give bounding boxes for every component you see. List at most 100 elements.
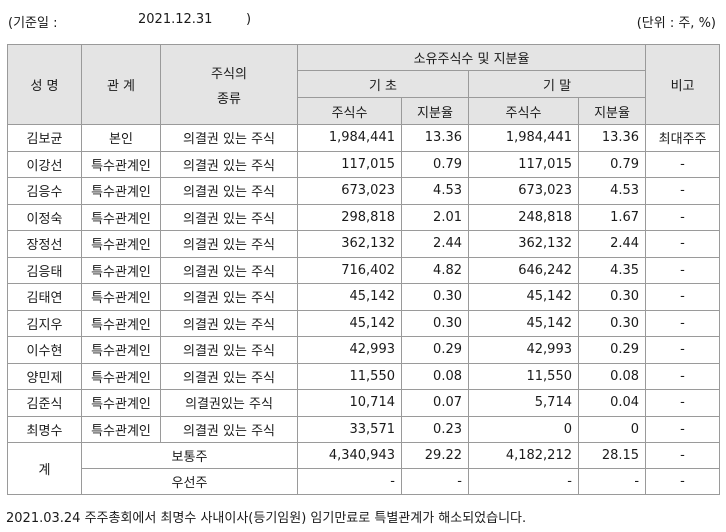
col-header-end: 기 말	[467, 70, 647, 98]
cell-begin-ratio: 0.79	[401, 150, 469, 178]
unit-label: (단위 : 주, %)	[636, 16, 716, 31]
cell-begin-shares: 42,993	[297, 336, 402, 364]
cell-begin-shares: 1,984,441	[297, 124, 402, 152]
total-common-end-shares: 4,182,212	[468, 442, 579, 469]
cell-relation: 특수관계인	[81, 415, 161, 443]
footnote: 2021.03.24 주주총회에서 최명수 사내이사(등기임원) 임기만료로 특…	[6, 511, 527, 526]
cell-note: -	[645, 415, 721, 443]
cell-note: 최대주주	[645, 124, 721, 152]
cell-name: 김준식	[7, 389, 82, 417]
cell-relation: 특수관계인	[81, 389, 161, 417]
table-row: 김응태 특수관계인 의결권 있는 주식 716,402 4.82 646,242 4.35-	[7, 256, 721, 284]
cell-end-shares: 11,550	[468, 362, 579, 390]
cell-stock-type: 의결권 있는 주식	[160, 362, 298, 390]
cell-end-ratio: 0	[577, 415, 647, 443]
total-common-begin-ratio: 29.22	[401, 442, 469, 469]
cell-name: 김응수	[7, 177, 82, 205]
total-common-begin-shares: 4,340,943	[297, 442, 402, 469]
cell-end-shares: 673,023	[468, 177, 579, 205]
cell-note: -	[645, 177, 721, 205]
col-header-stock-type-line1: 주식의	[211, 66, 247, 82]
cell-end-shares: 0	[468, 415, 579, 443]
cell-end-shares: 42,993	[468, 336, 579, 364]
cell-note: -	[645, 230, 721, 258]
cell-name: 김보균	[7, 124, 82, 152]
cell-begin-ratio: 4.82	[401, 256, 469, 284]
cell-end-shares: 45,142	[468, 283, 579, 311]
cell-relation: 특수관계인	[81, 150, 161, 178]
cell-begin-shares: 45,142	[297, 309, 402, 337]
col-header-stock-type-line2: 종류	[217, 91, 241, 107]
cell-begin-ratio: 0.07	[401, 389, 469, 417]
total-label: 계	[7, 442, 82, 495]
col-header-stock-type: 주식의 종류	[160, 44, 298, 125]
cell-stock-type: 의결권 있는 주식	[160, 203, 298, 231]
total-preferred-end-ratio: -	[577, 468, 647, 495]
cell-relation: 특수관계인	[81, 336, 161, 364]
cell-relation: 본인	[81, 124, 161, 152]
cell-end-ratio: 0.29	[577, 336, 647, 364]
cell-begin-shares: 362,132	[297, 230, 402, 258]
cell-stock-type: 의결권 있는 주식	[160, 124, 298, 152]
base-date-label: (기준일 :	[8, 16, 58, 31]
cell-begin-ratio: 0.23	[401, 415, 469, 443]
cell-note: -	[645, 203, 721, 231]
cell-name: 최명수	[7, 415, 82, 443]
col-header-note: 비고	[645, 44, 721, 125]
base-date: 2021.12.31	[138, 12, 213, 27]
cell-end-ratio: 4.35	[577, 256, 647, 284]
cell-begin-shares: 117,015	[297, 150, 402, 178]
total-common-end-ratio: 28.15	[577, 442, 647, 469]
col-header-begin-ratio: 지분율	[401, 97, 469, 125]
total-preferred-begin-shares: -	[297, 468, 402, 495]
total-preferred-type: 우선주	[81, 468, 298, 495]
total-row-preferred: 우선주 - - - - -	[8, 468, 721, 495]
cell-stock-type: 의결권 있는 주식	[160, 256, 298, 284]
cell-end-ratio: 0.30	[577, 283, 647, 311]
cell-end-shares: 1,984,441	[468, 124, 579, 152]
table-row: 김태연 특수관계인 의결권 있는 주식 45,142 0.30 45,142 0.30-	[7, 283, 721, 311]
cell-stock-type: 의결권 있는 주식	[160, 415, 298, 443]
cell-begin-shares: 10,714	[297, 389, 402, 417]
cell-relation: 특수관계인	[81, 309, 161, 337]
cell-relation: 특수관계인	[81, 362, 161, 390]
cell-end-ratio: 0.30	[577, 309, 647, 337]
cell-end-ratio: 0.79	[577, 150, 647, 178]
cell-end-shares: 248,818	[468, 203, 579, 231]
table-header-line: (기준일 : 2021.12.31 ) (단위 : 주, %)	[8, 12, 718, 31]
cell-begin-shares: 45,142	[297, 283, 402, 311]
total-common-note: -	[645, 442, 721, 469]
col-header-name: 성 명	[7, 44, 82, 125]
cell-name: 장정선	[7, 230, 82, 258]
table-row: 이강선 특수관계인 의결권 있는 주식 117,015 0.79 117,015 0.79-	[7, 150, 721, 178]
cell-relation: 특수관계인	[81, 283, 161, 311]
total-preferred-begin-ratio: -	[401, 468, 469, 495]
cell-end-shares: 362,132	[468, 230, 579, 258]
cell-begin-ratio: 0.30	[401, 309, 469, 337]
cell-end-shares: 117,015	[468, 150, 579, 178]
cell-name: 이정숙	[7, 203, 82, 231]
cell-relation: 특수관계인	[81, 177, 161, 205]
cell-begin-ratio: 0.29	[401, 336, 469, 364]
cell-stock-type: 의결권 있는 주식	[160, 177, 298, 205]
cell-name: 이강선	[7, 150, 82, 178]
total-preferred-note: -	[645, 468, 721, 495]
table-row: 장정선 특수관계인 의결권 있는 주식 362,132 2.44 362,132 2.44-	[7, 230, 721, 258]
cell-note: -	[645, 389, 721, 417]
total-common-type: 보통주	[81, 442, 298, 469]
cell-end-ratio: 1.67	[577, 203, 647, 231]
cell-begin-ratio: 0.30	[401, 283, 469, 311]
cell-begin-ratio: 2.01	[401, 203, 469, 231]
total-row-common: 계 보통주 4,340,943 29.22 4,182,212 28.15 -	[7, 442, 721, 495]
col-header-end-ratio: 지분율	[577, 97, 647, 125]
cell-name: 김지우	[7, 309, 82, 337]
table-row: 김준식 특수관계인 의결권있는 주식 10,714 0.07 5,714 0.04-	[7, 389, 721, 417]
cell-begin-shares: 11,550	[297, 362, 402, 390]
cell-relation: 특수관계인	[81, 230, 161, 258]
cell-end-ratio: 13.36	[577, 124, 647, 152]
cell-relation: 특수관계인	[81, 256, 161, 284]
total-preferred-end-shares: -	[468, 468, 579, 495]
shareholder-table: 성 명 관 계 주식의 종류 소유주식수 및 지분율 비고 기 초 기 말 주식…	[7, 44, 721, 495]
cell-begin-ratio: 0.08	[401, 362, 469, 390]
cell-begin-shares: 33,571	[297, 415, 402, 443]
